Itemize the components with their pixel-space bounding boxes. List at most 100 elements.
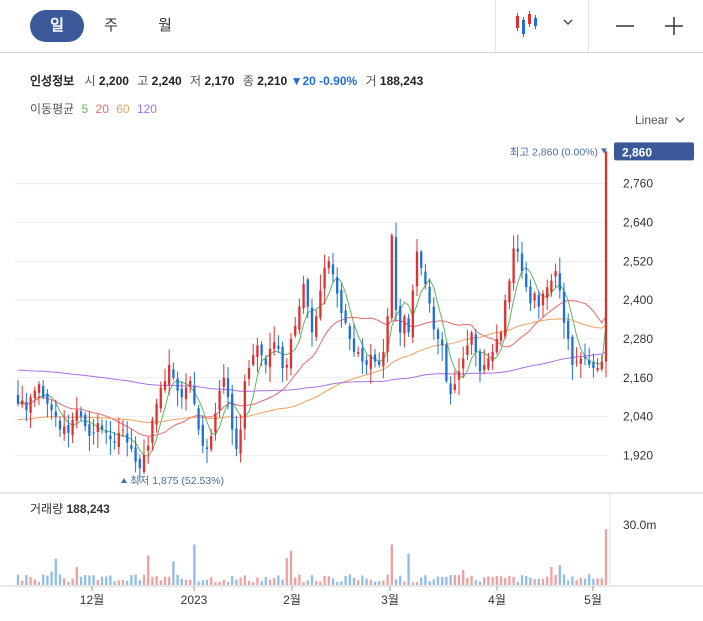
candle-body	[407, 318, 410, 333]
candle-body	[537, 294, 540, 307]
candle-body	[46, 393, 49, 404]
volume-bar	[138, 580, 141, 585]
candle-body	[428, 286, 431, 304]
period-day-button[interactable]: 일	[30, 10, 84, 42]
volume-bar	[256, 577, 259, 585]
candle	[155, 398, 158, 433]
scale-toggle[interactable]: Linear	[635, 113, 685, 127]
candle	[268, 332, 272, 382]
candle	[336, 267, 339, 308]
candle	[130, 429, 133, 453]
candle	[197, 404, 200, 435]
y-tick-label: 2,400	[623, 293, 653, 307]
volume-bar	[281, 579, 284, 585]
candle-body	[193, 385, 196, 404]
volume-bar	[37, 581, 41, 585]
period-month-button[interactable]: 월	[158, 17, 172, 34]
volume-bar	[134, 574, 137, 585]
candle-body	[201, 424, 204, 446]
candle-body	[336, 277, 339, 294]
low-value: 2,170	[204, 74, 235, 88]
volume-bar	[189, 579, 192, 585]
volume-bar	[231, 575, 234, 585]
candle-body	[588, 359, 591, 365]
candle-body	[184, 387, 188, 400]
candle-body	[361, 348, 364, 362]
candle-body	[180, 388, 183, 398]
volume-bar	[176, 574, 179, 585]
volume-bar	[294, 577, 297, 585]
candle	[176, 371, 179, 407]
candle	[394, 222, 398, 322]
volume-bar	[121, 579, 125, 585]
candle-body	[84, 414, 87, 427]
candle	[504, 294, 507, 339]
candle	[100, 419, 104, 434]
volume-bar	[226, 582, 230, 585]
volume-bar	[84, 575, 87, 585]
candle	[159, 381, 162, 413]
volume-bar	[252, 582, 255, 585]
candle-body	[121, 429, 125, 431]
candle	[58, 416, 62, 438]
volume-bar	[592, 578, 595, 585]
candle	[193, 371, 196, 406]
volume-bar	[327, 576, 330, 585]
candle	[348, 323, 351, 351]
volume-bar	[378, 581, 381, 585]
candle-body	[16, 395, 20, 404]
volume-bar	[470, 575, 473, 585]
candle	[294, 316, 297, 338]
zoom-out-button[interactable]	[609, 12, 639, 40]
candle	[403, 314, 406, 348]
chart-type-selector[interactable]	[495, 0, 588, 52]
volume-bar	[583, 578, 587, 585]
candle-body	[331, 264, 335, 275]
volume-bar	[403, 581, 406, 585]
scale-toggle-label: Linear	[635, 113, 669, 127]
volume-bar	[222, 580, 225, 585]
candle	[495, 324, 498, 355]
volume-bar	[75, 567, 78, 585]
candle	[214, 402, 217, 441]
volume-bar	[117, 580, 120, 585]
candle	[117, 417, 120, 455]
candle	[138, 454, 141, 482]
volume-bar	[25, 575, 28, 585]
candle	[96, 414, 99, 448]
candle-body	[268, 348, 272, 368]
candle-body	[109, 435, 112, 440]
volume-bar	[457, 575, 461, 585]
candle	[432, 297, 435, 340]
ma-120-line	[17, 351, 607, 392]
candle-body	[239, 429, 242, 454]
candle-body	[415, 251, 419, 287]
candle	[226, 367, 230, 410]
candle-body	[37, 384, 41, 393]
candle-body	[554, 271, 557, 277]
volume-bar	[516, 581, 519, 585]
candle-body	[75, 410, 78, 421]
candle	[491, 343, 494, 370]
volume-bar	[151, 577, 154, 585]
candle-body	[126, 433, 129, 443]
candle-body	[289, 338, 293, 369]
volume-bar	[567, 580, 570, 585]
candle-body	[168, 364, 171, 385]
candle-body	[516, 248, 519, 252]
volume-bar	[462, 569, 465, 585]
volume-bar	[92, 575, 95, 585]
chevron-down-icon	[563, 19, 573, 25]
candle	[462, 346, 465, 378]
volume-bar	[163, 576, 167, 585]
volume-bar	[285, 558, 288, 585]
candle	[50, 400, 53, 420]
zoom-in-button[interactable]	[659, 12, 689, 40]
period-week-button[interactable]: 주	[104, 17, 118, 34]
candle	[361, 338, 364, 375]
volume-bar	[243, 575, 246, 585]
volume-bar	[159, 580, 162, 585]
candle-body	[205, 447, 209, 449]
volume-bar	[512, 576, 515, 585]
